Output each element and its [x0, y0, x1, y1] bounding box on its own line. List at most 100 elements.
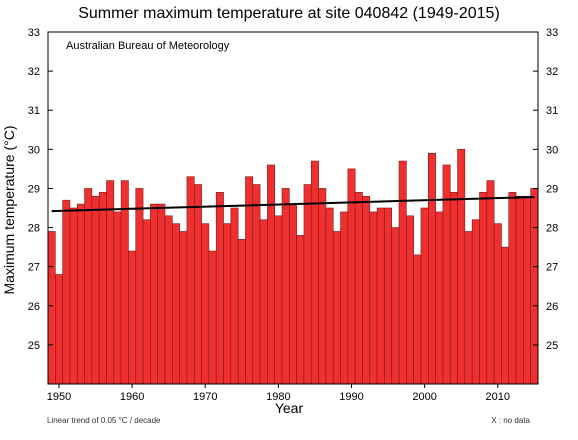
chart-title: Summer maximum temperature at site 04084…	[78, 5, 500, 22]
y-tick-label-left-33: 33	[28, 27, 40, 39]
bar-1986	[318, 188, 327, 385]
bar-2000	[420, 207, 429, 385]
bar-1974	[230, 207, 239, 385]
bar-1978	[259, 219, 268, 385]
bar-2006	[464, 231, 473, 385]
y-tick-label-left-27: 27	[28, 262, 40, 274]
bar-1969	[193, 184, 202, 385]
bar-2012	[508, 192, 517, 385]
bar-1992	[362, 195, 371, 385]
bar-1995	[384, 207, 393, 385]
bars-group	[47, 149, 539, 385]
bar-2011	[501, 246, 510, 385]
y-tick-label-right-32: 32	[546, 66, 558, 78]
bar-1993	[369, 211, 378, 385]
plot-frame	[47, 31, 539, 385]
bar-2008	[479, 192, 488, 385]
bar-1952	[69, 207, 78, 385]
bar-1988	[332, 231, 341, 385]
bar-1955	[91, 195, 100, 385]
bar-2004	[449, 192, 458, 385]
x-tick-label-2000: 2000	[412, 391, 436, 403]
bar-1984	[303, 184, 312, 385]
bar-1967	[179, 231, 188, 385]
bar-1963	[150, 203, 158, 385]
trend-group	[51, 196, 535, 213]
bar-2003	[442, 164, 451, 385]
bar-1990	[347, 168, 356, 385]
y-tick-label-left-25: 25	[28, 340, 40, 352]
bar-1959	[120, 180, 129, 385]
bar-1961	[135, 188, 144, 385]
bar-1981	[281, 188, 290, 385]
bar-1994	[376, 207, 385, 385]
bar-1957	[106, 180, 115, 385]
bar-1964	[157, 203, 166, 385]
bar-1998	[406, 215, 414, 385]
bar-1973	[223, 223, 232, 385]
bar-1989	[340, 211, 349, 385]
bar-1950	[55, 274, 63, 385]
bar-1999	[413, 254, 422, 385]
y-tick-label-left-31: 31	[28, 105, 40, 117]
bar-1953	[76, 203, 85, 385]
y-tick-label-right-30: 30	[546, 144, 558, 156]
x-tick-label-1960: 1960	[120, 391, 144, 403]
y-tick-label-left-30: 30	[28, 144, 40, 156]
y-tick-label-left-28: 28	[28, 223, 40, 235]
missing-note: X : no data	[491, 416, 530, 425]
y-tick-label-right-26: 26	[546, 301, 558, 313]
y-tick-label-left-26: 26	[28, 301, 40, 313]
bar-1965	[164, 215, 173, 385]
x-axis-label: Year	[275, 400, 304, 416]
bar-1954	[84, 188, 93, 385]
bar-1987	[325, 207, 334, 385]
bar-1962	[142, 219, 151, 385]
bar-1960	[128, 250, 137, 385]
bar-2014	[523, 195, 531, 385]
bar-1996	[391, 227, 400, 385]
bar-1977	[252, 184, 261, 385]
trend-note: Linear trend of 0.05 °C / decade	[47, 416, 161, 425]
bar-2001	[427, 152, 436, 385]
bar-1985	[310, 160, 319, 385]
ticks-group: 25 25 26 26 27 27 28 28 29 29 30 30 31 31 32 32 33 33 1950…	[28, 27, 559, 403]
bar-1976	[245, 176, 254, 385]
bar-1966	[172, 223, 180, 385]
bar-1983	[296, 235, 305, 385]
bar-2015	[530, 188, 539, 385]
bar-1958	[113, 211, 122, 385]
y-tick-label-right-33: 33	[546, 27, 558, 39]
y-tick-label-left-29: 29	[28, 183, 40, 195]
bar-1980	[274, 215, 283, 385]
bar-1971	[208, 250, 217, 385]
bar-1970	[201, 223, 210, 385]
y-tick-label-right-25: 25	[546, 340, 558, 352]
x-tick-label-2010: 2010	[486, 391, 510, 403]
y-axis-label: Maximum temperature (°C)	[1, 126, 17, 295]
y-tick-label-right-28: 28	[546, 223, 558, 235]
bar-1949	[47, 231, 56, 385]
bar-2007	[471, 219, 480, 385]
trend-line	[51, 196, 535, 213]
bar-2009	[486, 180, 495, 385]
bar-1991	[354, 192, 363, 385]
bar-1956	[98, 192, 107, 385]
bar-2005	[457, 149, 466, 385]
bar-2013	[515, 195, 524, 385]
source-label: Australian Bureau of Meteorology	[66, 40, 230, 52]
bar-2002	[435, 211, 444, 385]
y-tick-label-right-29: 29	[546, 183, 558, 195]
bar-1972	[215, 192, 224, 385]
x-tick-label-1990: 1990	[339, 391, 363, 403]
x-tick-label-1980: 1980	[266, 391, 290, 403]
y-tick-label-left-32: 32	[28, 66, 40, 78]
y-tick-label-right-27: 27	[546, 262, 558, 274]
bar-1975	[237, 238, 246, 385]
bar-1979	[267, 164, 276, 385]
bar-1997	[398, 160, 407, 385]
x-tick-label-1970: 1970	[193, 391, 217, 403]
x-tick-label-1950: 1950	[47, 391, 71, 403]
y-tick-label-right-31: 31	[546, 105, 558, 117]
